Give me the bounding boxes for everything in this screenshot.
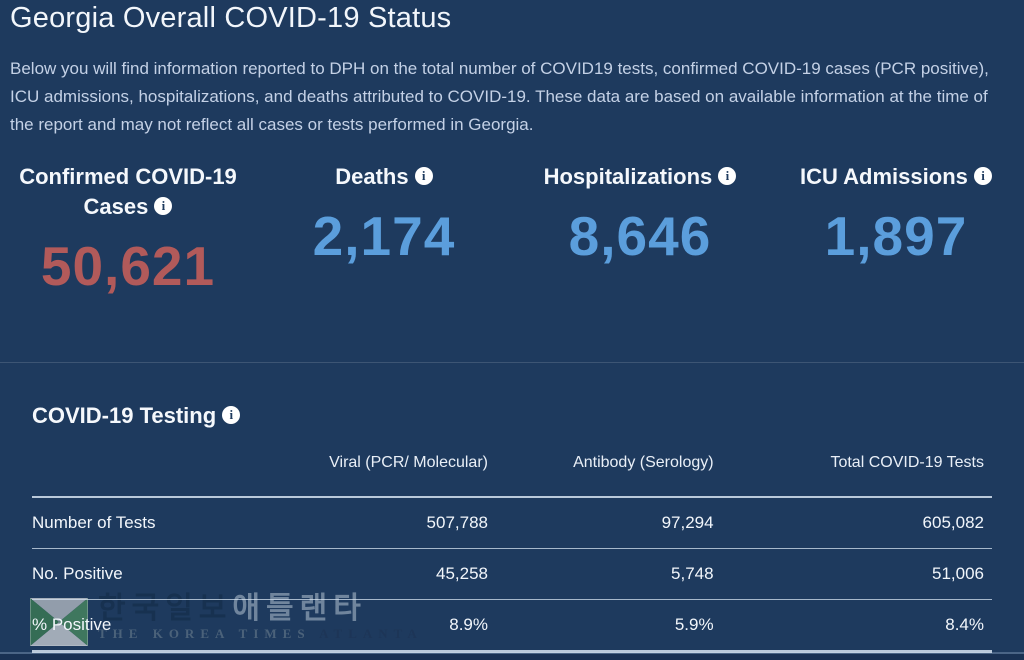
stat-label: Deaths i	[258, 162, 510, 192]
cell-total: 605,082	[713, 497, 992, 549]
testing-heading: COVID-19 Testing i	[32, 400, 992, 432]
cell-antibody: 97,294	[487, 497, 714, 549]
table-header-row: Viral (PCR/ Molecular) Antibody (Serolog…	[32, 432, 992, 498]
row-label: % Positive	[32, 599, 234, 653]
column-header-viral: Viral (PCR/ Molecular)	[233, 432, 488, 498]
testing-heading-text: COVID-19 Testing	[32, 403, 217, 428]
stat-icu-admissions: ICU Admissions i 1,897	[768, 162, 1024, 296]
bottom-strip	[0, 654, 1024, 660]
cell-antibody: 5,748	[487, 548, 714, 600]
stat-label: ICU Admissions i	[770, 162, 1022, 192]
info-icon[interactable]: i	[222, 406, 241, 424]
cell-antibody: 5.9%	[487, 599, 714, 653]
table-row-no-positive: No. Positive 45,258 5,748 51,006	[32, 548, 992, 600]
info-icon[interactable]: i	[414, 167, 433, 185]
stats-row: Confirmed COVID-19 Cases i 50,621 Deaths…	[0, 162, 1024, 296]
stat-label: Hospitalizations i	[514, 162, 766, 192]
page-title: Georgia Overall COVID-19 Status	[10, 2, 452, 34]
column-header-total: Total COVID-19 Tests	[713, 432, 992, 498]
cell-viral: 507,788	[233, 497, 488, 549]
info-icon[interactable]: i	[718, 167, 737, 185]
page-header: Georgia Overall COVID-19 Status Below yo…	[10, 2, 1014, 139]
stat-label-text: ICU Admissions	[799, 164, 968, 189]
cell-viral: 45,258	[233, 548, 488, 600]
stat-deaths: Deaths i 2,174	[256, 162, 512, 296]
row-label: Number of Tests	[32, 497, 234, 549]
stat-confirmed-cases: Confirmed COVID-19 Cases i 50,621	[0, 162, 256, 296]
testing-table: Viral (PCR/ Molecular) Antibody (Serolog…	[32, 432, 992, 653]
stat-hospitalizations: Hospitalizations i 8,646	[512, 162, 768, 296]
stat-label-text: Deaths	[335, 164, 409, 189]
bottom-divider	[0, 652, 1024, 654]
stat-value: 8,646	[568, 205, 712, 267]
row-label: No. Positive	[32, 548, 234, 600]
section-divider	[0, 362, 1024, 363]
testing-section: COVID-19 Testing i Viral (PCR/ Molecular…	[32, 392, 992, 653]
stat-label-text: Confirmed COVID-19 Cases	[19, 164, 237, 219]
cell-viral: 8.9%	[233, 599, 488, 653]
info-icon[interactable]: i	[154, 197, 173, 215]
stat-value: 2,174	[312, 205, 456, 267]
stat-label-text: Hospitalizations	[543, 164, 713, 189]
column-header-empty	[32, 432, 234, 498]
stat-value: 50,621	[40, 235, 216, 297]
table-row-pct-positive: % Positive 8.9% 5.9% 8.4%	[32, 599, 992, 653]
stat-value: 1,897	[824, 205, 968, 267]
column-header-antibody: Antibody (Serology)	[487, 432, 714, 498]
cell-total: 8.4%	[713, 599, 992, 653]
info-icon[interactable]: i	[974, 167, 992, 185]
stat-label: Confirmed COVID-19 Cases i	[2, 162, 254, 222]
page-description: Below you will find information reported…	[10, 59, 989, 134]
cell-total: 51,006	[713, 548, 992, 600]
table-row-number-of-tests: Number of Tests 507,788 97,294 605,082	[32, 497, 992, 549]
